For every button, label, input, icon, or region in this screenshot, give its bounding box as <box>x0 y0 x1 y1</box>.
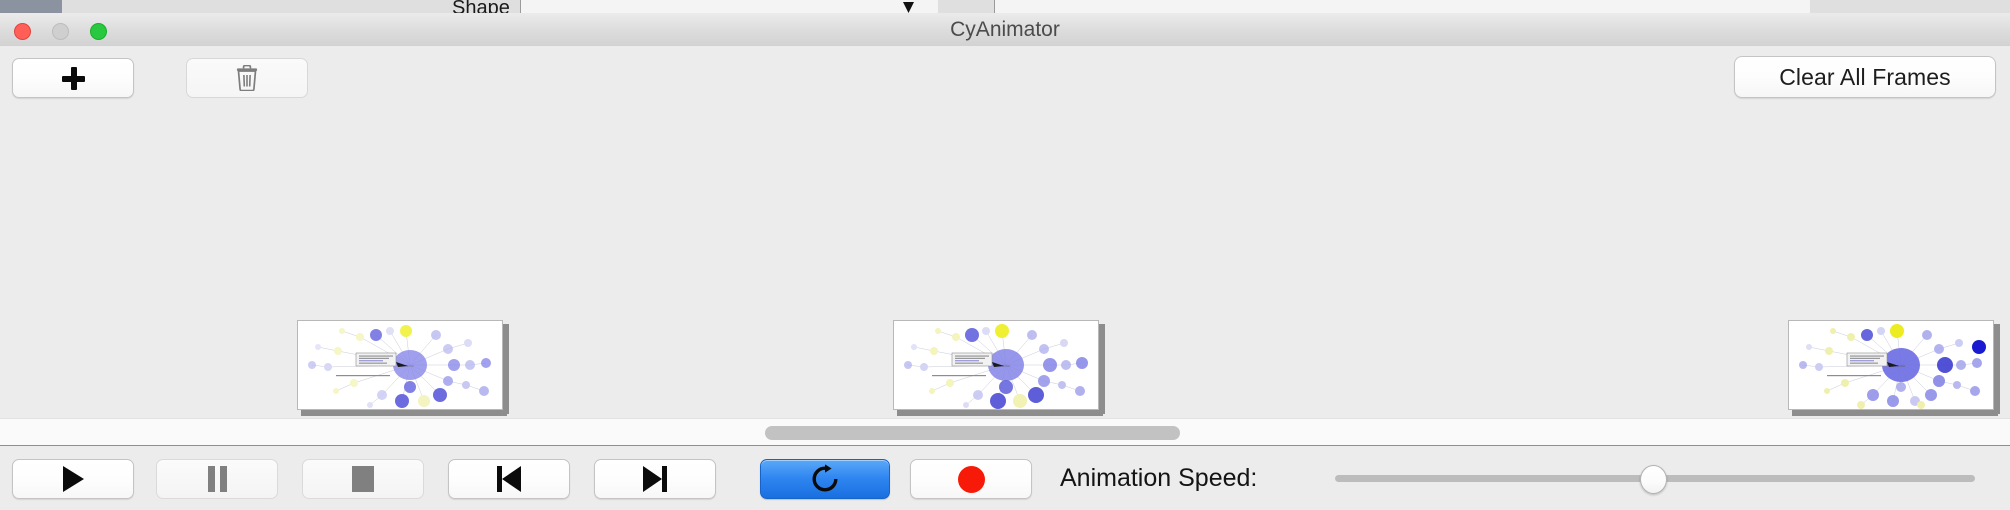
timeline-frame-thumbnail[interactable]: MCM1 <box>297 320 509 418</box>
svg-text:MCM1: MCM1 <box>406 364 414 368</box>
background-segment <box>1810 0 1855 13</box>
scrollbar-thumb[interactable] <box>765 426 1180 440</box>
add-frame-button[interactable] <box>12 58 134 98</box>
skip-to-start-button[interactable] <box>448 459 570 499</box>
pause-icon <box>207 466 227 492</box>
window-title: CyAnimator <box>950 18 1060 41</box>
background-window-label: Shape <box>452 0 510 14</box>
svg-text:MCM1: MCM1 <box>1897 364 1906 368</box>
frame-shadow <box>301 410 507 416</box>
background-segment <box>938 0 965 13</box>
clear-all-frames-label: Clear All Frames <box>1779 63 1951 90</box>
minimize-button[interactable] <box>52 23 69 40</box>
playback-controls-bar: Animation Speed: <box>0 446 2010 510</box>
slider-thumb[interactable] <box>1640 465 1667 494</box>
background-segment <box>188 0 245 13</box>
animation-speed-label: Animation Speed: <box>1060 464 1258 492</box>
frame-network-preview: MCM1 <box>297 320 503 410</box>
frame-network-preview: MCM1 <box>1788 320 1994 410</box>
pause-button[interactable] <box>156 459 278 499</box>
timeline-frame-thumbnail[interactable]: MCM1 <box>1788 320 2000 418</box>
loop-button[interactable] <box>760 459 890 499</box>
background-window-strip: Shape <box>0 0 2010 14</box>
frame-shadow <box>1099 324 1105 414</box>
frame-shadow <box>503 324 509 414</box>
play-button[interactable] <box>12 459 134 499</box>
svg-text:MCM1: MCM1 <box>1002 364 1011 368</box>
network-graph-icon: MCM1 <box>308 325 491 408</box>
background-segment <box>1904 0 2010 13</box>
skip-previous-icon <box>497 466 521 492</box>
record-button[interactable] <box>910 459 1032 499</box>
maximize-button[interactable] <box>90 23 107 40</box>
frame-shadow <box>897 410 1103 416</box>
timeline-frame-thumbnail[interactable]: MCM1 <box>893 320 1105 418</box>
delete-frame-button[interactable] <box>186 58 308 98</box>
background-segment <box>296 0 391 13</box>
background-segment <box>0 0 63 13</box>
background-segment <box>62 0 141 13</box>
play-icon <box>62 466 84 492</box>
frame-network-preview: MCM1 <box>893 320 1099 410</box>
background-segment <box>1854 0 1905 13</box>
timeline-horizontal-scrollbar[interactable] <box>0 418 2010 446</box>
timeline-panel[interactable]: MCM1 <box>0 108 2010 418</box>
network-graph-icon: MCM1 <box>904 324 1088 409</box>
toolbar: Clear All Frames <box>0 46 2010 109</box>
record-icon <box>957 465 985 493</box>
background-segment <box>140 0 189 13</box>
stop-button[interactable] <box>302 459 424 499</box>
trash-icon <box>236 65 258 91</box>
plus-icon <box>61 66 85 90</box>
frame-shadow <box>1792 410 1998 416</box>
animation-speed-slider[interactable] <box>1335 446 1975 510</box>
clear-all-frames-button[interactable]: Clear All Frames <box>1734 56 1996 98</box>
frame-shadow <box>1994 324 2000 414</box>
stop-icon <box>352 466 374 492</box>
close-button[interactable] <box>14 23 31 40</box>
skip-next-icon <box>643 466 667 492</box>
background-segment <box>244 0 297 13</box>
background-segment <box>964 0 995 13</box>
loop-icon <box>812 464 838 492</box>
network-graph-icon: MCM1 <box>1799 324 1986 409</box>
skip-to-end-button[interactable] <box>594 459 716 499</box>
background-notch-icon <box>903 2 914 13</box>
background-segment <box>390 0 521 13</box>
title-bar: CyAnimator <box>0 13 2010 47</box>
